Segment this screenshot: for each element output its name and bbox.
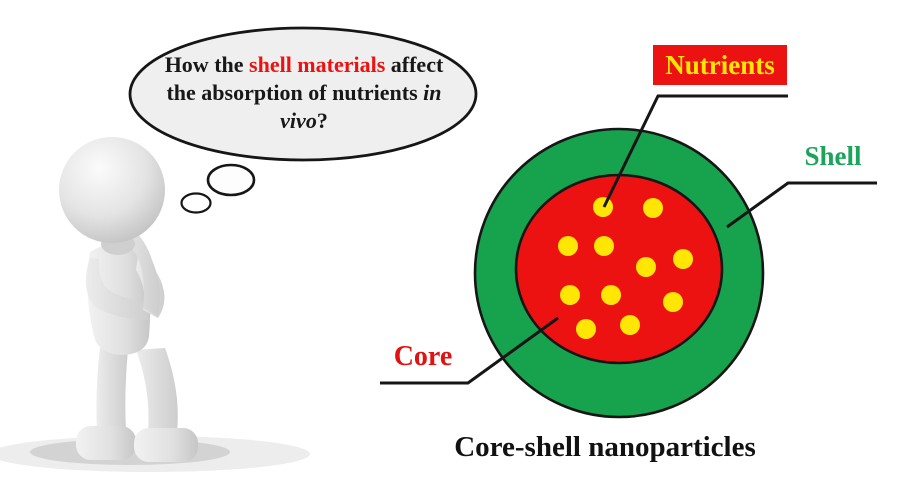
question-part-1: How the xyxy=(164,52,244,77)
figure-foot-left xyxy=(76,426,136,460)
figure-forearm xyxy=(117,224,160,316)
nutrient-dot xyxy=(620,315,640,335)
thought-bubble-main xyxy=(128,26,478,162)
core-leader-line xyxy=(380,316,559,385)
nutrient-dot xyxy=(576,319,596,339)
thinking-person-figure xyxy=(0,137,310,472)
nutrient-dot xyxy=(593,197,613,217)
question-mark: ? xyxy=(316,108,328,133)
core-circle xyxy=(514,173,724,365)
shell-leader-line xyxy=(726,181,877,229)
nutrient-dots xyxy=(558,197,693,339)
nutrients-leader-line xyxy=(602,94,788,208)
nutrient-dot xyxy=(594,236,614,256)
core-label: Core xyxy=(393,341,453,372)
question-part-2: affect the absorption of xyxy=(166,52,444,105)
figure-head xyxy=(59,137,165,243)
nutrient-dot xyxy=(601,285,621,305)
nutrient-dot xyxy=(636,257,656,277)
nutrient-dot xyxy=(558,236,578,256)
figure-foot-right xyxy=(134,428,198,462)
figure-caption: Core-shell nanoparticles xyxy=(454,431,756,463)
figure-arm-across xyxy=(85,258,150,320)
question-part-shell-materials: shell materials xyxy=(249,52,386,77)
nutrient-dot xyxy=(663,292,683,312)
shell-label: Shell xyxy=(804,141,862,171)
question-part-3: nutrients xyxy=(332,80,418,105)
nutrient-dot xyxy=(560,285,580,305)
nutrients-label: Nutrients xyxy=(653,45,787,85)
nutrient-dot xyxy=(643,198,663,218)
figure-leg-right xyxy=(136,348,178,432)
question-text: How the shell materials affect the absor… xyxy=(150,51,458,139)
nutrients-label-text: Nutrients xyxy=(665,49,775,80)
thought-bubble-small xyxy=(180,192,212,214)
nutrient-dot xyxy=(673,249,693,269)
thought-bubble-medium xyxy=(206,163,256,197)
question-part-in-vivo: in vivo xyxy=(280,80,442,133)
figure-leg-left xyxy=(96,348,128,432)
